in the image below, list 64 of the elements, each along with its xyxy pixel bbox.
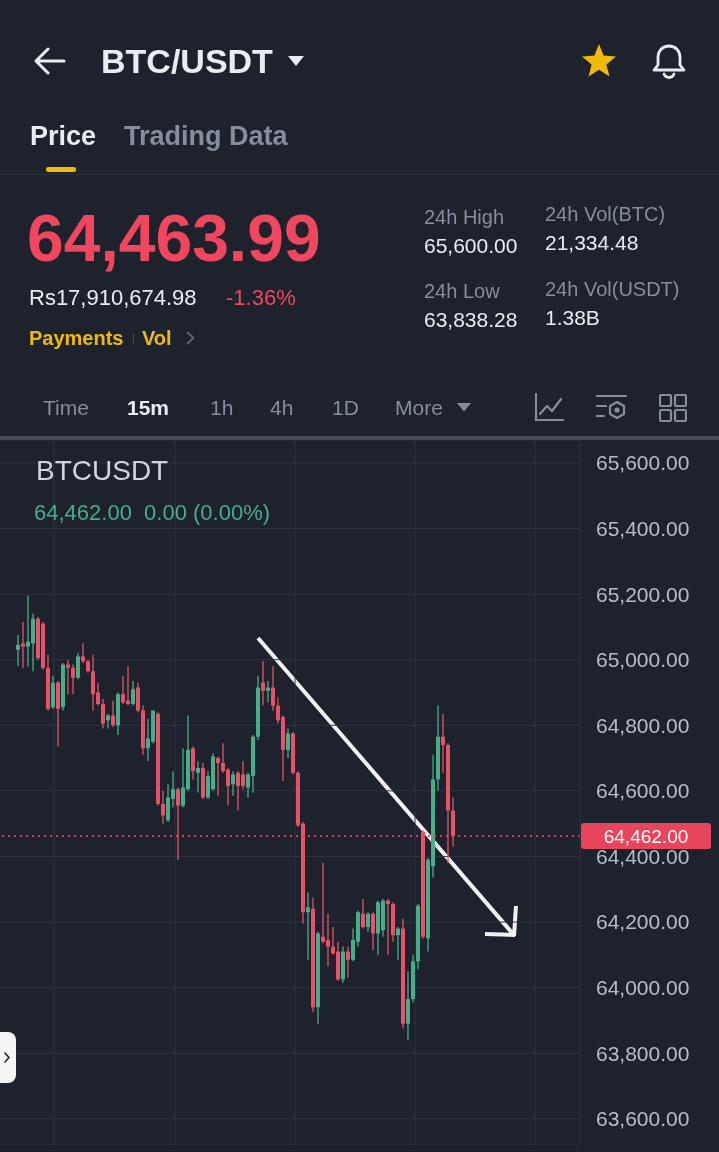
candlestick bbox=[261, 660, 265, 707]
text: 24h Vol(USDT) bbox=[545, 277, 680, 301]
text: 63,838.28 bbox=[424, 307, 518, 333]
candlestick bbox=[196, 760, 200, 794]
candlestick bbox=[216, 755, 220, 797]
y-tick-label: 64,600.00 bbox=[596, 779, 690, 803]
text: Rs17,910,674.98 bbox=[29, 284, 197, 312]
candlestick bbox=[286, 727, 290, 759]
text: More bbox=[395, 395, 443, 421]
y-tick-label: 64,200.00 bbox=[596, 910, 690, 934]
text: 64,463.99 bbox=[27, 200, 321, 278]
text: Trading Data bbox=[124, 119, 288, 153]
candlestick bbox=[131, 680, 135, 707]
candlestick bbox=[346, 945, 350, 979]
candlestick bbox=[366, 911, 370, 933]
text: Vol bbox=[142, 326, 172, 350]
candlestick bbox=[266, 680, 270, 703]
candlestick bbox=[106, 713, 110, 730]
candlestick bbox=[76, 652, 80, 681]
candlestick bbox=[396, 926, 400, 961]
text: 15m bbox=[127, 395, 170, 421]
y-tick-label: 65,000.00 bbox=[596, 648, 690, 672]
text: Price bbox=[30, 119, 97, 153]
candlestick bbox=[161, 790, 165, 825]
y-tick-label: 64,000.00 bbox=[596, 976, 690, 1000]
candlestick bbox=[371, 911, 375, 951]
text: BTC/USDT bbox=[101, 40, 273, 82]
candlestick bbox=[66, 659, 70, 695]
text: 1D bbox=[332, 395, 359, 421]
candlestick bbox=[191, 745, 195, 781]
candlestick bbox=[21, 621, 25, 669]
text: 21,334.48 bbox=[545, 230, 639, 256]
y-tick-label: 63,600.00 bbox=[596, 1107, 690, 1131]
candlestick bbox=[71, 663, 75, 695]
y-tick-label: 63,800.00 bbox=[596, 1041, 690, 1065]
candlestick bbox=[101, 698, 105, 730]
text: 24h Low bbox=[424, 279, 500, 303]
text: 64,462.00 0.00 (0.00%) bbox=[34, 499, 271, 527]
candlestick bbox=[271, 665, 275, 712]
text: 1h bbox=[210, 395, 234, 421]
text: Payments bbox=[29, 326, 124, 350]
text: 24h Vol(BTC) bbox=[545, 202, 666, 226]
text: -1.36% bbox=[226, 284, 296, 312]
candlestick bbox=[441, 713, 445, 774]
text: 65,600.00 bbox=[424, 233, 518, 259]
text: 1.38B bbox=[545, 305, 600, 331]
text: BTCUSDT bbox=[36, 454, 169, 488]
text: Time bbox=[43, 395, 89, 421]
text: 4h bbox=[270, 395, 294, 421]
candlestick bbox=[16, 634, 20, 667]
ref-line-label: 64,462.00 bbox=[603, 825, 689, 847]
candlestick bbox=[81, 642, 85, 664]
candlestick bbox=[306, 891, 310, 961]
candlestick bbox=[111, 700, 115, 728]
candlestick bbox=[231, 770, 235, 797]
y-tick-label: 65,400.00 bbox=[596, 516, 690, 540]
y-tick-label: 65,600.00 bbox=[596, 451, 690, 475]
candlestick bbox=[386, 898, 390, 956]
y-tick-label: 65,200.00 bbox=[596, 582, 690, 606]
text: 24h High bbox=[424, 205, 505, 229]
candlestick bbox=[176, 786, 180, 861]
y-tick-label: 64,800.00 bbox=[596, 713, 690, 737]
candlestick bbox=[361, 898, 365, 930]
candlestick bbox=[136, 682, 140, 713]
